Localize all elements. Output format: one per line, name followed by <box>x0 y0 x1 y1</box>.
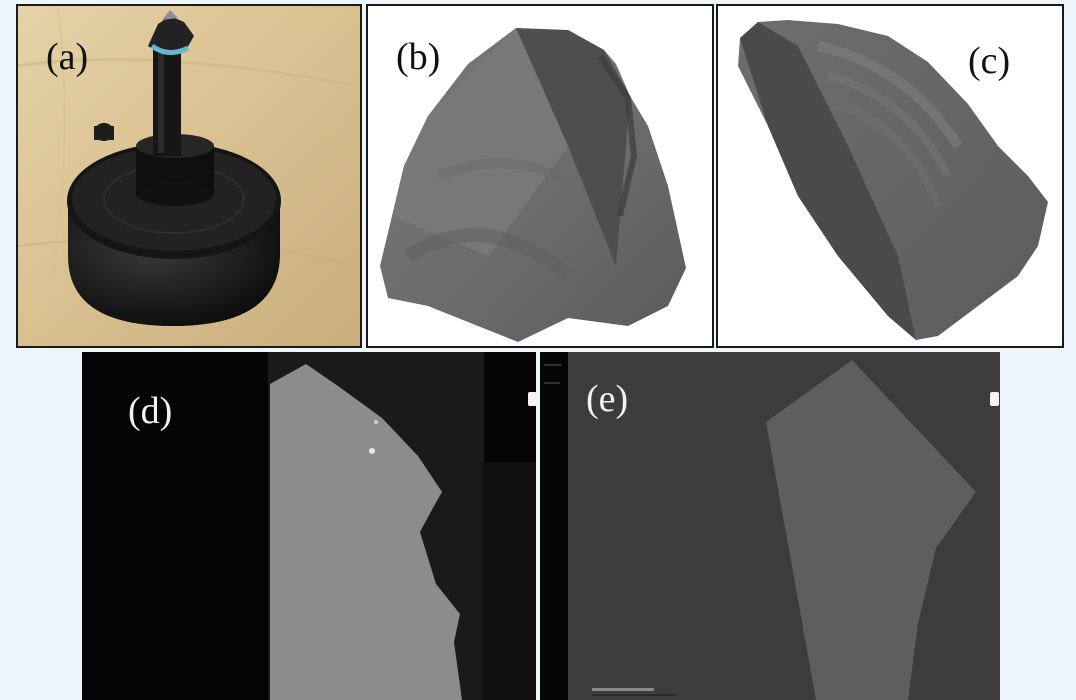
sem-image-d <box>268 352 536 700</box>
rock-render-front <box>380 28 686 342</box>
panel-c: (c) <box>716 4 1064 348</box>
panel-a: (a) <box>16 4 362 348</box>
rock-render-side <box>738 20 1048 340</box>
panel-d: (d) <box>82 352 536 700</box>
panel-d-label: (d) <box>128 390 173 432</box>
panel-a-label: (a) <box>46 36 89 78</box>
panel-b-label: (b) <box>396 36 441 78</box>
panel-c-label: (c) <box>968 40 1011 82</box>
sample-holder-photo <box>18 6 360 346</box>
sem-e-edge-marker <box>990 392 999 406</box>
panel-e: (e) <box>540 352 1000 700</box>
panel-b: (b) <box>366 4 714 348</box>
panel-e-label: (e) <box>586 378 629 420</box>
sem-image-e <box>544 352 1000 700</box>
sem-d-edge-marker <box>528 392 537 406</box>
